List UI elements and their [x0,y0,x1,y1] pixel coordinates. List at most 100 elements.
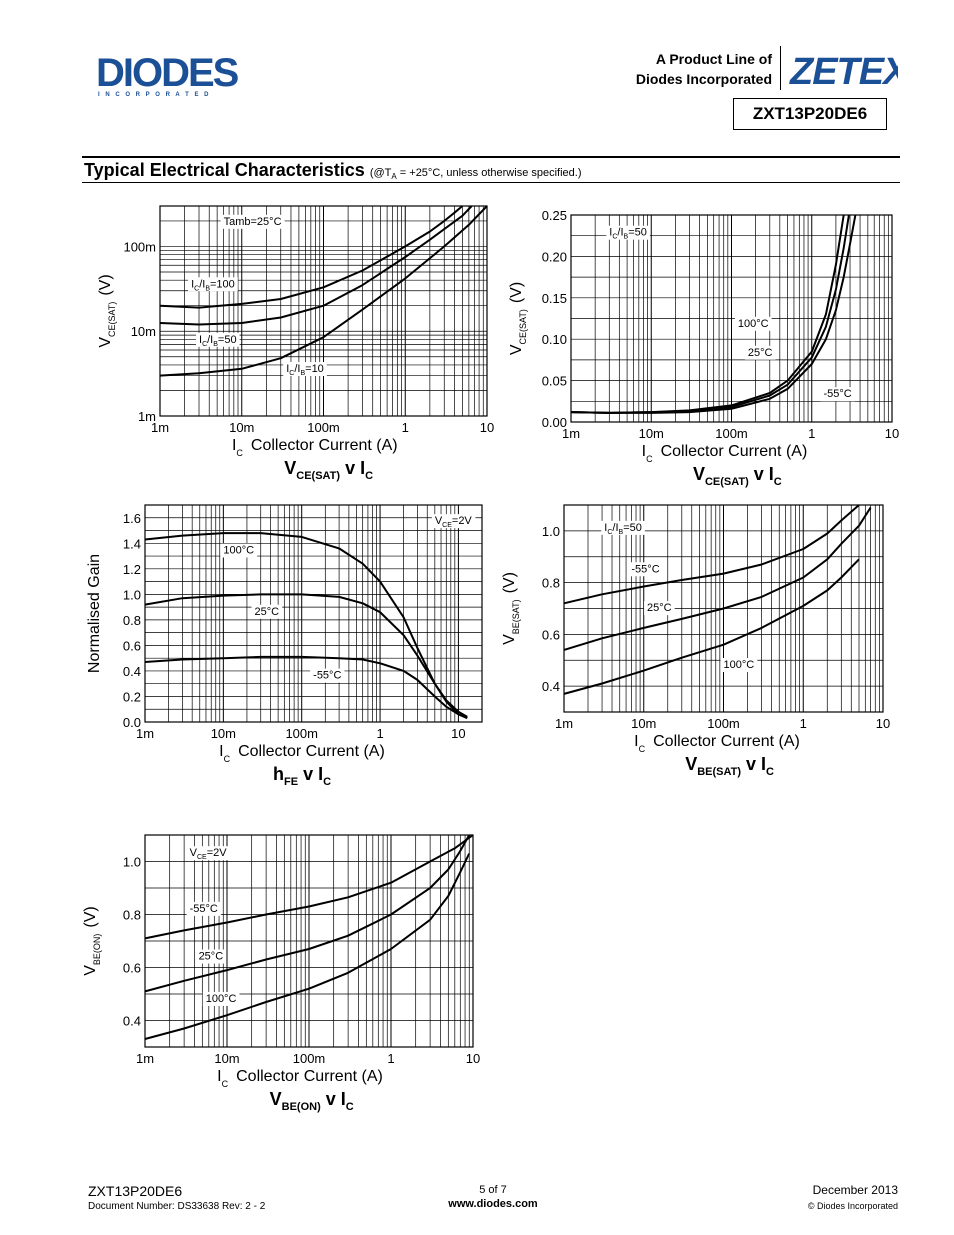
annotation-label: 25°C [199,951,224,963]
footer-part-number: ZXT13P20DE6 [88,1183,183,1199]
annotation-bg [601,520,645,535]
plot-frame [563,504,884,713]
section-rule-bottom [82,182,900,183]
annotation-label: 100°C [738,318,769,330]
x-tick-label: 100m [285,726,318,741]
annotation-bg [720,658,758,673]
x-tick-label: 10m [639,426,664,441]
x-tick-label: 1m [136,726,154,741]
x-tick-label: 100m [715,426,748,441]
y-tick-label: 1.0 [542,524,560,539]
annotation-bg [734,316,772,331]
series-line-3 [159,205,488,377]
annotation-bg [431,514,476,529]
chart-vcesat-lin: IC/IB=50 100°C 25°C -55°C 1m 10m 100m 1 10 0.00 0.… [508,208,899,488]
chart-vcesat-log: Tamb=25°C IC/IB=100 IC/IB=50 IC/IB=10 1m 10m 1… [97,205,494,482]
x-tick-label: 1 [800,716,807,731]
zetex-logo: ZETEX [789,51,898,90]
y-axis-label: VCE(SAT)(V) [508,282,528,355]
annotation-bg [220,543,258,558]
annotation-bg [310,668,345,683]
series-line-1 [144,834,474,940]
x-tick-label: 10m [211,726,236,741]
x-tick-label: 1 [402,420,409,435]
y-tick-label: 0.6 [542,627,560,642]
x-tick-label: 1 [376,726,383,741]
x-tick-label: 1 [808,426,815,441]
annotation-bg [186,846,231,861]
series-line-2 [144,834,471,993]
x-tick-label: 10m [229,420,254,435]
x-tick-label: 1 [387,1051,394,1066]
section-title-text: Typical Electrical Characteristics [84,160,365,180]
section-note: (@TA = +25°C, unless otherwise specified… [369,167,582,182]
y-tick-label: 0.8 [542,576,560,591]
x-tick-label: 10m [214,1051,239,1066]
zetex-logo-text: ZETEX [789,51,898,90]
annotation-bg [251,604,283,619]
annotation-bg [606,225,650,240]
y-tick-label: 0.8 [123,613,141,628]
annotation-label: VCE=2V [435,515,473,529]
annotation-label: -55°C [313,670,341,682]
x-tick-label: 100m [707,716,740,731]
y-tick-label: 0.6 [123,638,141,653]
chart-grid [159,206,487,417]
annotation-bg [628,562,663,577]
annotation-bg [196,332,240,347]
x-axis-label: IC Collector Current (A) [217,1068,383,1089]
annotation-bg [195,949,227,964]
x-tick-label: 10 [466,1051,480,1066]
series-line-1 [563,504,860,605]
x-tick-label: 10m [631,716,656,731]
y-tick-label: 0.15 [542,291,567,306]
annotation-bg [283,362,327,377]
product-line-1: A Product Line of [655,51,772,67]
header-divider [780,46,781,90]
x-axis-label: IC Collector Current (A) [232,437,398,458]
y-tick-label: 1.2 [123,562,141,577]
y-tick-label: 10m [131,324,156,339]
annotation-label: IC/IB=100 [191,278,235,292]
x-tick-label: 1m [555,716,573,731]
chart-title: VBE(ON) v IC [270,1089,354,1113]
footer-page-number: 5 of 7 [479,1184,507,1196]
x-tick-label: 10 [451,726,465,741]
footer-document-number: Document Number: DS33638 Rev: 2 - 2 [88,1201,266,1212]
annotation-bg [820,387,855,402]
series-line-1 [159,205,464,309]
series-line-2 [563,507,872,651]
footer-copyright: © Diodes Incorporated [807,1201,898,1211]
y-tick-label: 1.4 [123,536,141,551]
annotation-label: IC/IB=50 [604,522,642,536]
y-tick-label: 0.4 [123,664,141,679]
y-tick-label: 1.6 [123,511,141,526]
diodes-logo: DIODES I N C O R P O R A T E D [96,52,241,98]
plot-frame [144,834,474,1048]
y-tick-label: 100m [123,239,156,254]
x-tick-label: 100m [307,420,340,435]
series-line-3 [570,214,857,414]
chart-vbeon: VCE=2V -55°C 25°C 100°C 1m 10m 100m 1 10 0.4 0.6 0.… [82,834,480,1113]
x-tick-label: 1m [151,420,169,435]
series-line-2 [570,214,850,414]
x-tick-label: 1m [136,1051,154,1066]
annotation-label: VCE=2V [190,847,228,861]
x-tick-label: 10 [876,716,890,731]
section-title: Typical Electrical Characteristics (@TA … [84,160,582,181]
x-axis-label: IC Collector Current (A) [219,743,385,764]
y-tick-label: 0.05 [542,374,567,389]
diodes-logo-subtext: I N C O R P O R A T E D [98,92,210,98]
x-tick-label: 10 [480,420,494,435]
annotation-label: -55°C [823,388,851,400]
chart-grid [144,834,473,1048]
footer-url[interactable]: www.diodes.com [448,1198,538,1210]
plot-frame [159,205,488,417]
annotation-label: IC/IB=50 [609,227,647,241]
series-line-3 [144,655,468,720]
annotation-label: IC/IB=10 [286,363,324,377]
series-line-2 [144,593,468,718]
y-tick-label: 0.00 [542,415,567,430]
y-axis-label: VCE(SAT)(V) [97,274,117,347]
annotation-bg [220,214,285,229]
